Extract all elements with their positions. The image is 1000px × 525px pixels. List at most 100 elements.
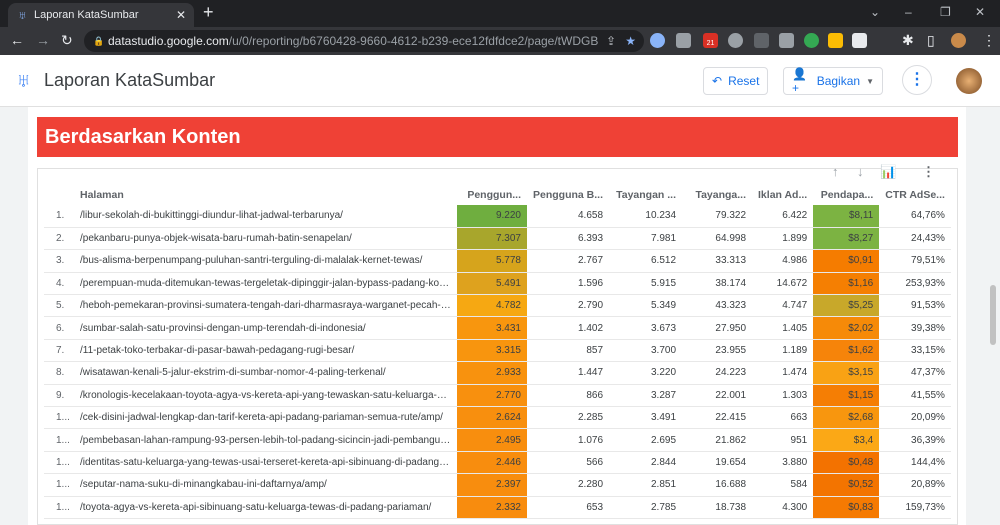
lock-icon: 🔒: [93, 36, 105, 46]
metric-cell: 2.280: [527, 473, 610, 497]
metric-cell: 14.672: [752, 272, 814, 296]
table-row[interactable]: 8./wisatawan-kenali-5-jalur-ekstrim-di-s…: [44, 361, 951, 385]
avatar[interactable]: [956, 68, 982, 94]
metric-cell: 1.474: [752, 361, 814, 385]
url-path: /u/0/reporting/b6760428-9660-4612-b239-e…: [228, 34, 599, 48]
row-number: 6.: [44, 316, 80, 340]
metric-cell: 4.747: [752, 294, 814, 318]
page-path-cell: /bus-alisma-berpenumpang-puluhan-santri-…: [80, 249, 457, 273]
more-options-button[interactable]: ⋮: [902, 65, 932, 95]
row-number: 7.: [44, 339, 80, 363]
metric-cell: 3.880: [752, 451, 814, 475]
translate-extension-icon[interactable]: [650, 33, 665, 48]
table-row[interactable]: 1.../toyota-agya-vs-kereta-api-sibinuang…: [44, 496, 951, 519]
table-row[interactable]: 1.../identitas-satu-keluarga-yang-tewas-…: [44, 451, 951, 475]
metric-cell: 79.322: [682, 205, 753, 228]
bookmark-star-icon[interactable]: ★: [625, 34, 636, 48]
reload-icon[interactable]: ↻: [61, 32, 73, 48]
back-icon[interactable]: ←: [10, 32, 24, 48]
metric-cell: 1.899: [752, 227, 814, 251]
column-header[interactable]: Iklan Ad...: [758, 189, 808, 201]
row-number: 1...: [44, 406, 80, 430]
table-row[interactable]: 1.../pembebasan-lahan-rampung-93-persen-…: [44, 428, 951, 452]
metric-cell: 2.790: [527, 294, 610, 318]
browser-tab[interactable]: ♅ Laporan KataSumbar ✕: [8, 3, 194, 27]
side-panel-icon[interactable]: ▯: [927, 32, 935, 48]
extension-icon[interactable]: [728, 33, 743, 48]
browser-menu-icon[interactable]: ⋮: [982, 32, 996, 48]
camera-extension-icon[interactable]: [676, 33, 691, 48]
close-window-icon[interactable]: ✕: [975, 5, 986, 19]
table-row[interactable]: 1.../seputar-nama-suku-di-minangkabau-in…: [44, 473, 951, 497]
table-row[interactable]: 9./kronologis-kecelakaan-toyota-agya-vs-…: [44, 384, 951, 408]
calendar-extension-icon[interactable]: 21: [703, 33, 718, 48]
table-row[interactable]: 7./11-petak-toko-terbakar-di-pasar-bawah…: [44, 339, 951, 363]
profile-avatar[interactable]: [951, 33, 966, 48]
add-extension-icon[interactable]: [804, 33, 819, 48]
metric-cell: 22.001: [682, 384, 753, 408]
column-header[interactable]: Halaman: [80, 189, 124, 201]
users-heatmap-cell: 5.778: [457, 249, 527, 273]
scrollbar[interactable]: [990, 285, 996, 345]
revenue-heatmap-cell: $8,11: [813, 205, 880, 228]
reset-button[interactable]: ↶ Reset: [703, 67, 769, 95]
app-header: ♅ Laporan KataSumbar ↶ Reset 👤+ Bagikan …: [0, 55, 1000, 107]
metric-cell: 2.844: [609, 451, 683, 475]
maximize-icon[interactable]: ❐: [940, 5, 951, 19]
revenue-heatmap-cell: $0,52: [813, 473, 880, 497]
revenue-heatmap-cell: $5,25: [813, 294, 880, 318]
table-row[interactable]: 4./perempuan-muda-ditemukan-tewas-tergel…: [44, 272, 951, 296]
r-extension-icon[interactable]: [779, 33, 794, 48]
row-number: 1...: [44, 473, 80, 497]
table-row[interactable]: 6./sumbar-salah-satu-provinsi-dengan-ump…: [44, 316, 951, 340]
explore-chart-icon[interactable]: 📊: [880, 164, 897, 179]
metric-cell: 10.234: [609, 205, 683, 228]
sort-descending-icon[interactable]: ↓: [857, 164, 864, 179]
metric-cell: 38.174: [682, 272, 753, 296]
metric-cell: 64,76%: [879, 205, 951, 228]
chart-menu-icon[interactable]: ⋮: [922, 164, 935, 179]
metric-cell: 2.785: [609, 496, 683, 519]
metric-cell: 4.300: [752, 496, 814, 519]
upload-extension-icon[interactable]: [852, 33, 867, 48]
tab-search-icon[interactable]: ⌄: [870, 5, 881, 19]
sort-ascending-icon[interactable]: ↑: [832, 164, 839, 179]
revenue-heatmap-cell: $0,48: [813, 451, 880, 475]
metric-cell: 6.422: [752, 205, 814, 228]
table-row[interactable]: 3./bus-alisma-berpenumpang-puluhan-santr…: [44, 249, 951, 273]
pen-extension-icon[interactable]: [754, 33, 769, 48]
drive-extension-icon[interactable]: [828, 33, 843, 48]
forward-icon[interactable]: →: [36, 32, 50, 48]
chevron-down-icon[interactable]: ▼: [866, 76, 874, 86]
column-header[interactable]: Pengguna B...: [533, 189, 604, 201]
metric-cell: 1.447: [527, 361, 610, 385]
browser-tab-bar: ♅ Laporan KataSumbar ✕ + ⌄ – ❐ ✕: [0, 0, 1000, 27]
close-tab-icon[interactable]: ✕: [175, 8, 186, 22]
share-page-icon[interactable]: ⇪: [605, 34, 616, 48]
extensions-puzzle-icon[interactable]: ✱: [902, 32, 914, 48]
metric-cell: 2.695: [609, 428, 683, 452]
table-row[interactable]: 1.../cek-disini-jadwal-lengkap-dan-tarif…: [44, 406, 951, 430]
column-header[interactable]: Tayanga...: [695, 189, 747, 201]
address-bar-row: ← → ↻ 🔒 datastudio.google.com/u/0/report…: [0, 27, 1000, 55]
column-header[interactable]: CTR AdSe...: [885, 189, 945, 201]
users-heatmap-cell: 2.770: [457, 384, 527, 408]
minimize-icon[interactable]: –: [905, 5, 912, 19]
page-path-cell: /identitas-satu-keluarga-yang-tewas-usai…: [80, 451, 457, 475]
metric-cell: 7.981: [609, 227, 683, 251]
column-header[interactable]: Pendapa...: [820, 189, 874, 201]
metric-cell: 4.658: [527, 205, 610, 228]
metric-cell: 43.323: [682, 294, 753, 318]
share-button[interactable]: 👤+ Bagikan ▼: [783, 67, 883, 95]
column-header[interactable]: Tayangan ...: [616, 189, 677, 201]
page-path-cell: /heboh-pemekaran-provinsi-sumatera-tenga…: [80, 294, 457, 318]
undo-icon: ↶: [712, 74, 723, 88]
metric-cell: 64.998: [682, 227, 753, 251]
column-header[interactable]: Penggun...: [467, 189, 521, 201]
table-row[interactable]: 5./heboh-pemekaran-provinsi-sumatera-ten…: [44, 294, 951, 318]
new-tab-button[interactable]: +: [203, 2, 214, 22]
table-row[interactable]: 1./libur-sekolah-di-bukittinggi-diundur-…: [44, 205, 951, 228]
url-input[interactable]: 🔒 datastudio.google.com/u/0/reporting/b6…: [84, 30, 644, 52]
table-row[interactable]: 2./pekanbaru-punya-objek-wisata-baru-rum…: [44, 227, 951, 251]
users-heatmap-cell: 2.495: [457, 428, 527, 452]
